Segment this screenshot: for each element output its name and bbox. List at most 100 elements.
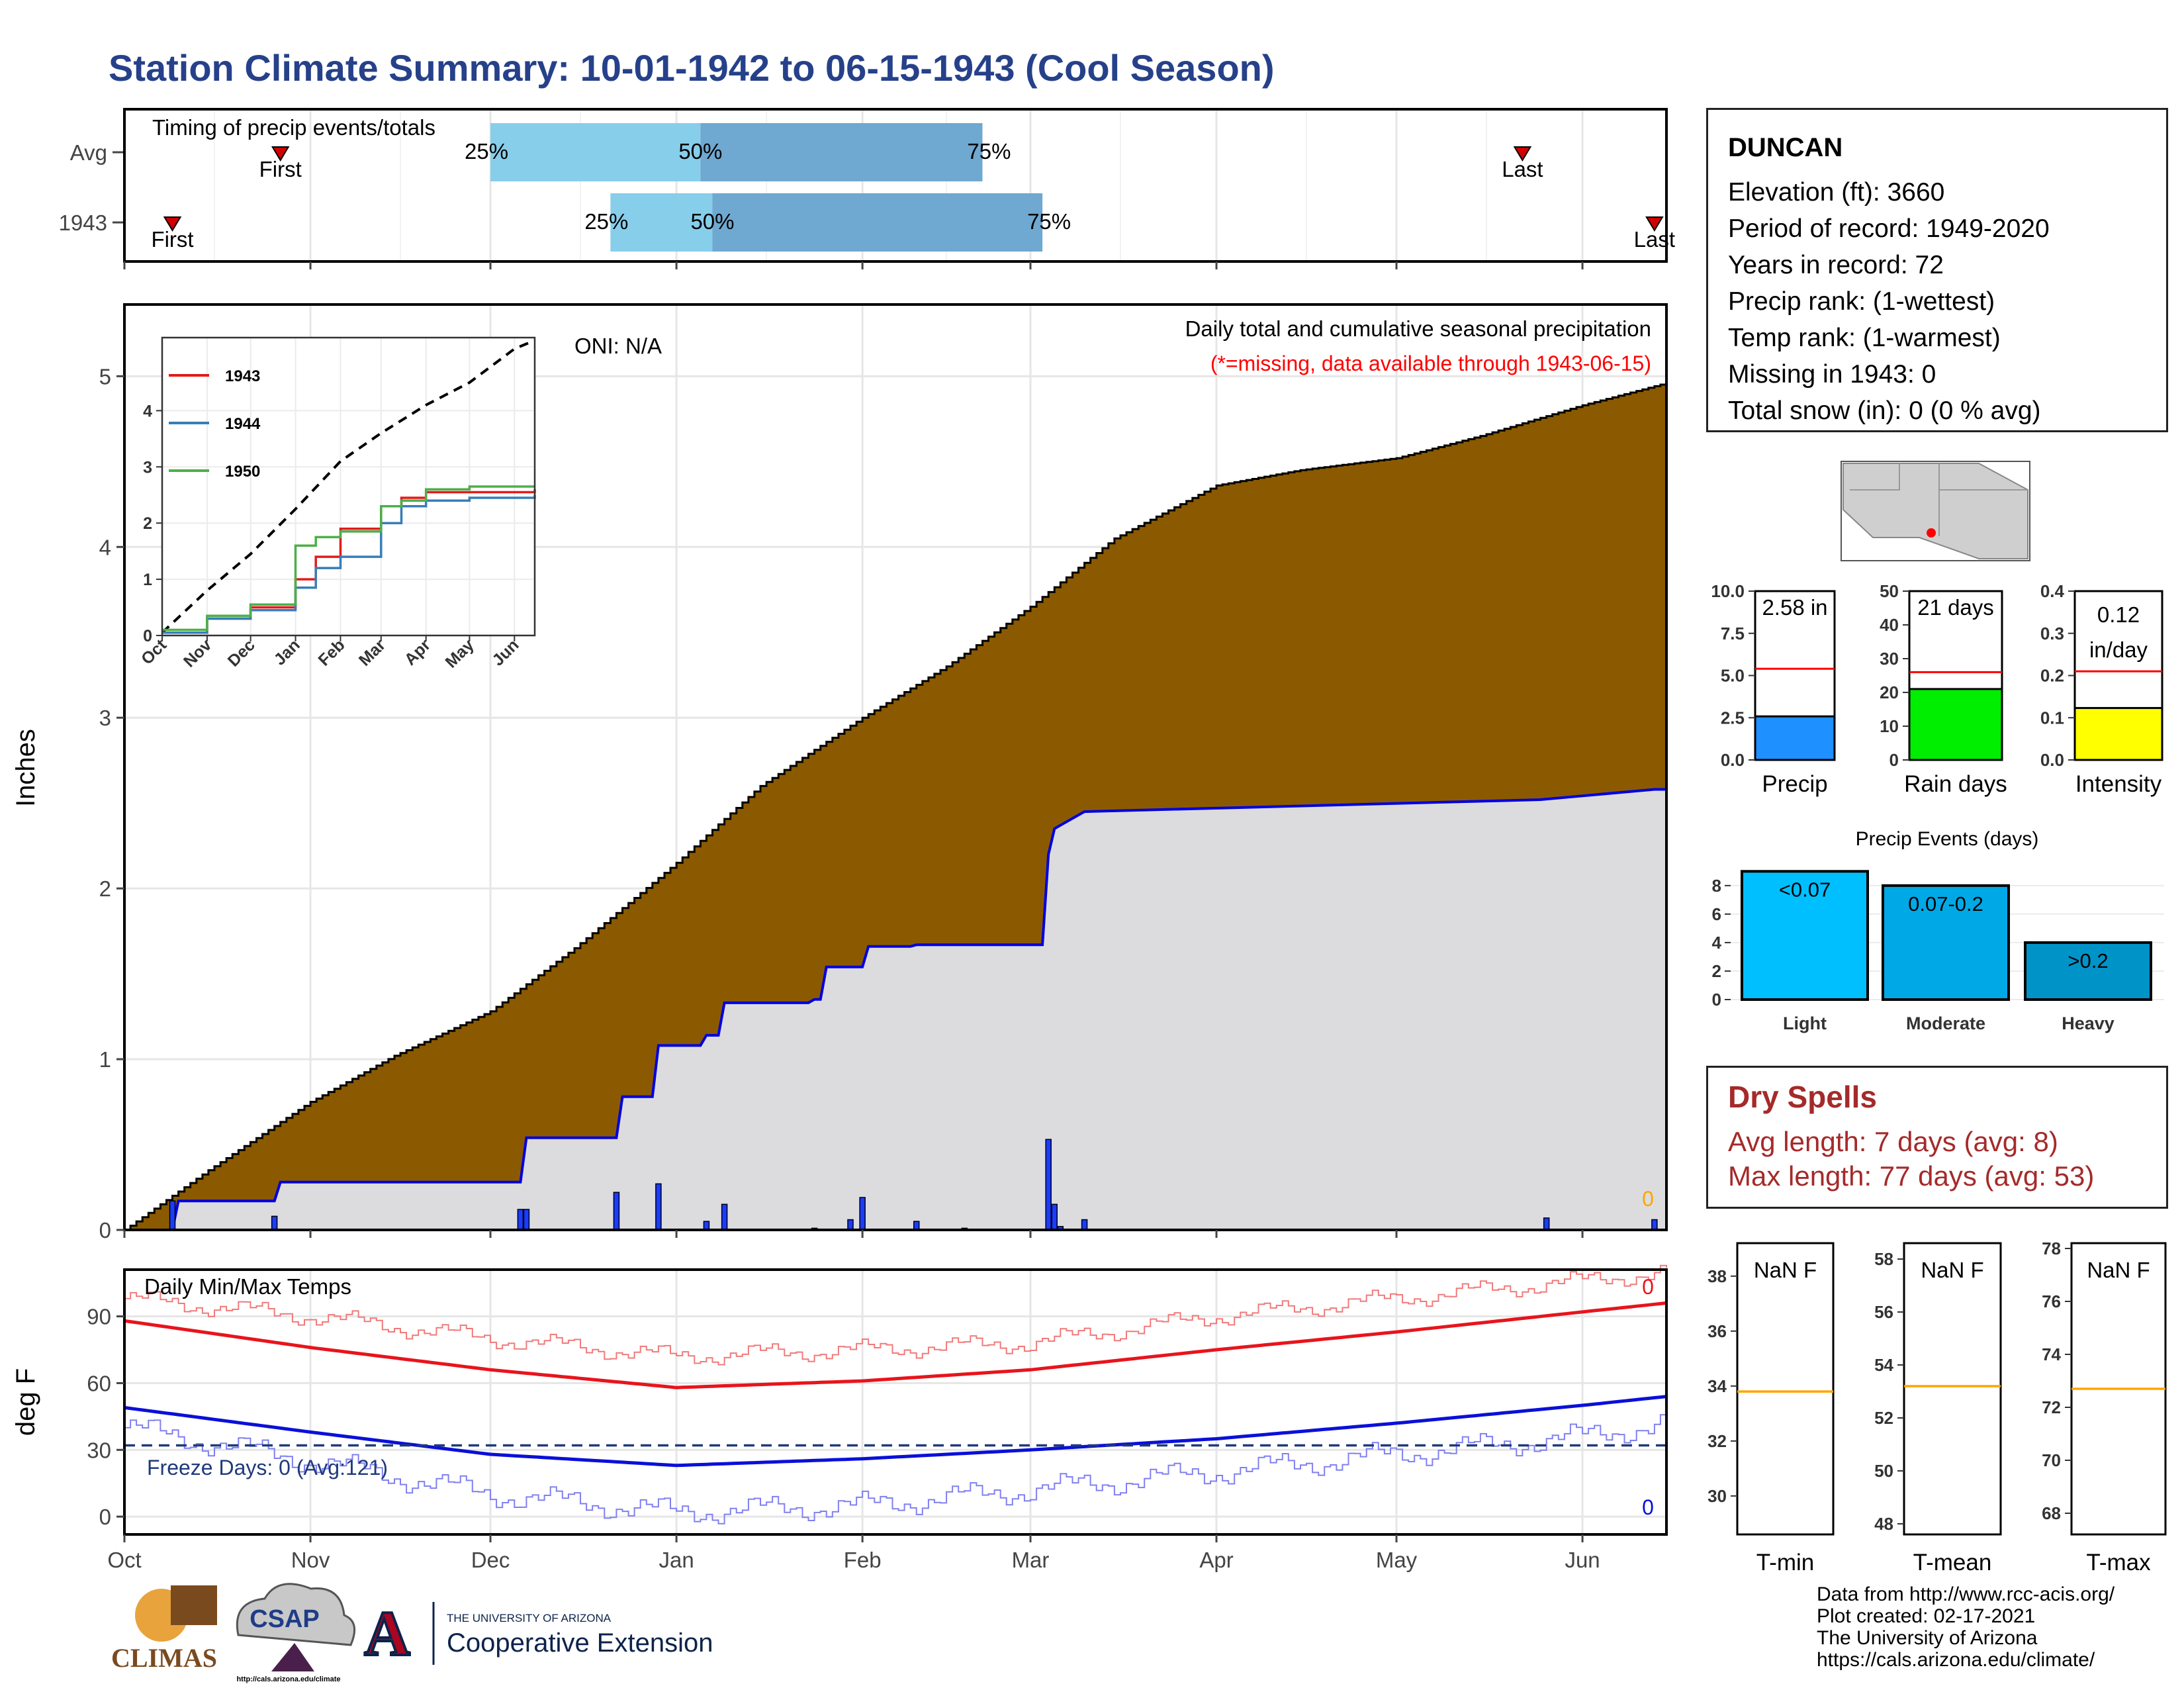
precip-summary-bar xyxy=(1754,715,1836,761)
precip-y-tick-label: 1 xyxy=(99,1047,111,1072)
events-bar-label-moderate: 0.07-0.2 xyxy=(1908,892,1983,915)
ua-logo-mark: A xyxy=(364,1598,410,1669)
timing-label-25: 25% xyxy=(584,209,628,234)
freeze-days-label: Freeze Days: 0 (Avg:121) xyxy=(147,1456,388,1479)
month-label-may: May xyxy=(1376,1548,1418,1572)
timing-label-75: 75% xyxy=(1027,209,1071,234)
events-y-tick-label: 8 xyxy=(1712,876,1721,896)
events-y-tick-label: 4 xyxy=(1712,933,1722,953)
daily-precip-bar xyxy=(1045,1139,1052,1231)
events-y-tick-label: 2 xyxy=(1712,961,1721,981)
precip-panel-frame xyxy=(123,303,1668,1231)
events-y-tick-label: 0 xyxy=(1712,990,1721,1009)
timing-title: Timing of precip events/totals xyxy=(152,115,435,140)
station-temp-rank: Temp rank: (1-warmest) xyxy=(1728,324,2001,352)
timing-marker-last xyxy=(1513,146,1532,162)
credit-university: The University of Arizona xyxy=(1817,1627,2038,1649)
inset-y-tick-label: 1 xyxy=(143,571,152,589)
t-max-box-label: T-max xyxy=(2086,1550,2151,1575)
t-min-y-tick-label: 36 xyxy=(1707,1321,1727,1341)
max-temp-missing-count: 0 xyxy=(1642,1275,1654,1299)
credit-data-source: Data from http://www.rcc-acis.org/ xyxy=(1817,1583,2115,1605)
month-label-dec: Dec xyxy=(471,1548,510,1572)
inset-legend-label: 1944 xyxy=(225,415,261,433)
climas-logo-mark xyxy=(171,1585,217,1625)
timing-marker-first xyxy=(271,146,290,162)
t-mean-y-tick-label: 56 xyxy=(1874,1302,1893,1322)
csap-logo-mountain xyxy=(271,1643,314,1671)
station-name: DUNCAN xyxy=(1728,133,1843,162)
t-max-y-tick-label: 78 xyxy=(2042,1239,2061,1258)
temp-panel-label: Daily Min/Max Temps xyxy=(144,1274,351,1299)
t-min-y-tick-label: 38 xyxy=(1707,1266,1727,1286)
rain-days-y-tick-label: 50 xyxy=(1880,581,1899,601)
timing-bar-q1 xyxy=(490,123,701,181)
events-category-heavy: Heavy xyxy=(2062,1013,2115,1033)
rain-days-summary-bar xyxy=(1908,688,2003,761)
climas-logo-text: CLIMAS xyxy=(111,1643,217,1673)
oni-label: ONI: N/A xyxy=(574,334,662,358)
daily-precip-bar xyxy=(1051,1203,1058,1231)
station-years: Years in record: 72 xyxy=(1728,251,1944,279)
t-min-y-tick-label: 30 xyxy=(1707,1486,1727,1506)
inset-dashed-line xyxy=(161,339,535,634)
missing-note: (*=missing, data available through 1943-… xyxy=(1210,352,1651,375)
csap-logo-cloud xyxy=(236,1583,356,1646)
t-mean-box-frame xyxy=(1903,1242,2002,1536)
max-temp-observed-line xyxy=(124,1264,1667,1366)
t-mean-box-label: T-mean xyxy=(1913,1550,1992,1575)
t-max-y-tick-label: 76 xyxy=(2042,1291,2061,1311)
intensity-y-tick-label: 0.2 xyxy=(2040,666,2064,686)
month-label-apr: Apr xyxy=(1199,1548,1233,1572)
intensity-summary-label: Intensity xyxy=(2075,771,2162,797)
timing-panel-frame xyxy=(123,108,1668,263)
rain-days-value-label: 21 days xyxy=(1917,595,1994,620)
t-max-y-tick-label: 72 xyxy=(2042,1397,2061,1417)
t-mean-value-label: NaN F xyxy=(1921,1258,1983,1282)
t-mean-y-tick-label: 54 xyxy=(1874,1355,1893,1375)
temp-panel-bg xyxy=(124,1270,1666,1534)
rain-days-y-tick-label: 30 xyxy=(1880,649,1899,669)
precip-y-tick-label: 4 xyxy=(99,535,111,559)
t-min-value-label: NaN F xyxy=(1754,1258,1817,1282)
daily-precip-bar xyxy=(847,1219,854,1231)
station-elevation: Elevation (ft): 3660 xyxy=(1728,178,1945,207)
page-title: Station Climate Summary: 10-01-1942 to 0… xyxy=(109,47,1275,89)
dry-spells-max: Max length: 77 days (avg: 53) xyxy=(1728,1160,2095,1192)
daily-precip-bar xyxy=(517,1209,524,1231)
daily-precip-bar xyxy=(721,1203,728,1231)
credit-url: https://cals.arizona.edu/climate/ xyxy=(1817,1649,2095,1671)
month-label-feb: Feb xyxy=(844,1548,882,1572)
timing-label-75: 75% xyxy=(967,139,1011,164)
timing-row-label: 1943 xyxy=(59,211,107,235)
month-label-jan: Jan xyxy=(659,1548,694,1572)
t-mean-y-tick-label: 48 xyxy=(1874,1514,1893,1534)
rain-days-y-tick-label: 20 xyxy=(1880,682,1899,702)
rain-days-y-tick-label: 0 xyxy=(1889,750,1899,770)
min-temp-missing-count: 0 xyxy=(1642,1495,1654,1519)
precip-y-tick-label: 0.0 xyxy=(1721,750,1745,770)
precip-y-tick-label: 5.0 xyxy=(1721,666,1745,686)
temp-panel-frame xyxy=(123,1268,1668,1536)
intensity-y-tick-label: 0.3 xyxy=(2040,624,2064,643)
daily-precip-bar xyxy=(613,1192,620,1231)
precip-y-tick-label: 7.5 xyxy=(1721,624,1745,643)
timing-row-label: Avg xyxy=(70,140,107,165)
events-category-light: Light xyxy=(1783,1013,1827,1033)
intensity-y-tick-label: 0.4 xyxy=(2040,581,2065,601)
inset-y-tick-label: 3 xyxy=(143,458,152,477)
inset-series-1950 xyxy=(162,485,535,632)
timing-label-first: First xyxy=(259,157,302,181)
temp-y-tick-label: 30 xyxy=(87,1438,111,1462)
timing-bar-q2 xyxy=(712,193,1043,252)
daily-precip-bar xyxy=(1543,1217,1550,1231)
precip-summary-label: Precip xyxy=(1762,771,1827,797)
min-temp-average-line xyxy=(124,1395,1667,1468)
locator-map-borders xyxy=(1850,463,2028,536)
events-bar-moderate xyxy=(1882,884,2010,1001)
station-snow: Total snow (in): 0 (0 % avg) xyxy=(1728,397,2041,425)
daily-precip-bar xyxy=(169,1200,176,1231)
timing-label-first: First xyxy=(151,227,193,252)
inset-legend-label: 1943 xyxy=(225,367,260,385)
